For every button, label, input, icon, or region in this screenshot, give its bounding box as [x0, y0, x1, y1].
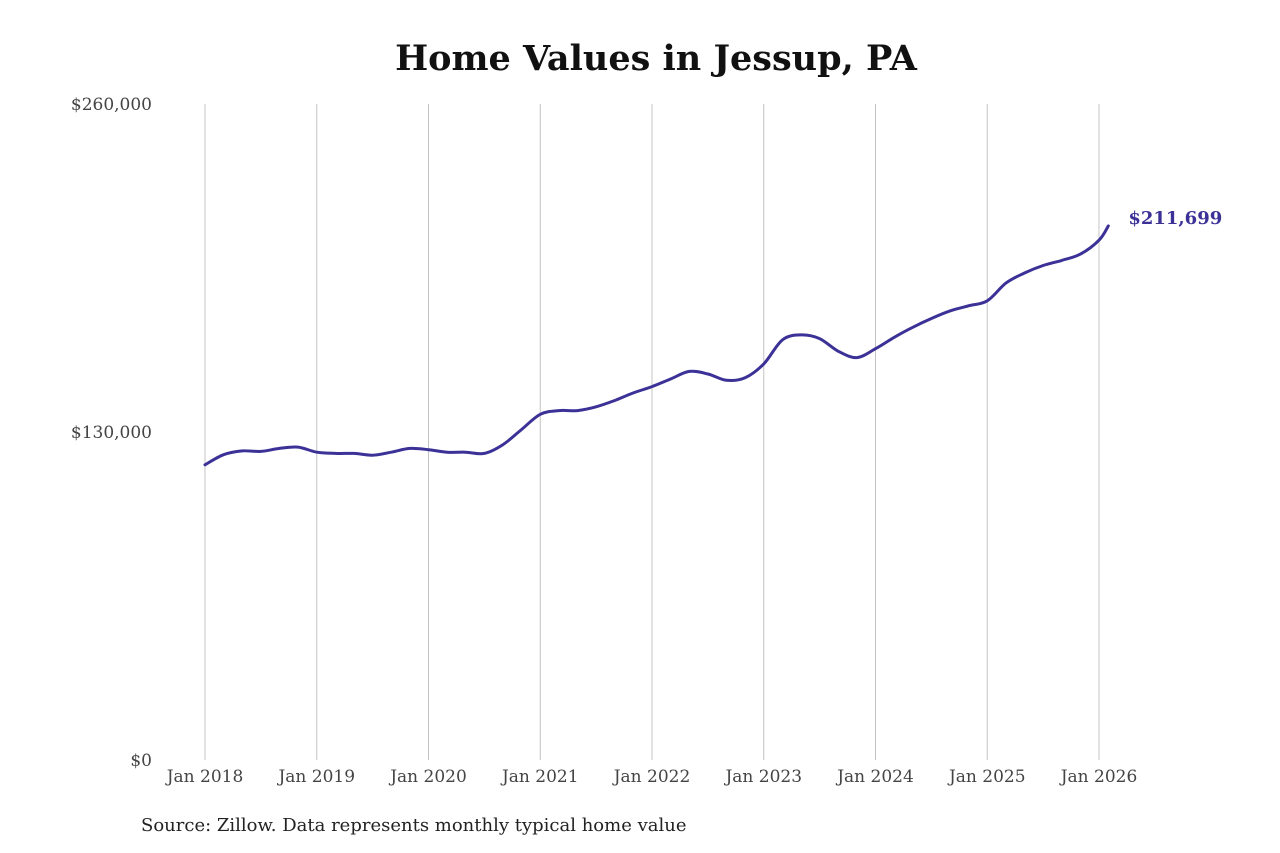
x-tick-label: Jan 2026	[1059, 767, 1138, 787]
series-line	[203, 224, 1110, 467]
y-axis-labels: $0 $130,000 $260,000	[71, 95, 152, 771]
x-tick-label: Jan 2020	[388, 767, 467, 787]
series-lines: $211,699	[203, 208, 1222, 467]
x-tick-label: Jan 2019	[276, 767, 355, 787]
x-tick-label: Jan 2022	[612, 767, 691, 787]
end-value-label: $211,699	[1128, 208, 1222, 229]
y-tick-label: $130,000	[71, 423, 152, 443]
grid-lines	[204, 104, 1100, 760]
source-note: Source: Zillow. Data represents monthly …	[141, 815, 687, 836]
x-tick-label: Jan 2023	[723, 767, 802, 787]
x-tick-label: Jan 2024	[835, 767, 914, 787]
x-tick-label: Jan 2025	[947, 767, 1026, 787]
chart-title: Home Values in Jessup, PA	[395, 38, 917, 79]
y-tick-label: $0	[130, 751, 152, 771]
y-tick-label: $260,000	[71, 95, 152, 115]
x-tick-label: Jan 2018	[165, 767, 244, 787]
x-tick-label: Jan 2021	[500, 767, 579, 787]
x-axis-labels: Jan 2018 Jan 2019 Jan 2020 Jan 2021 Jan 2022…	[165, 767, 1138, 787]
